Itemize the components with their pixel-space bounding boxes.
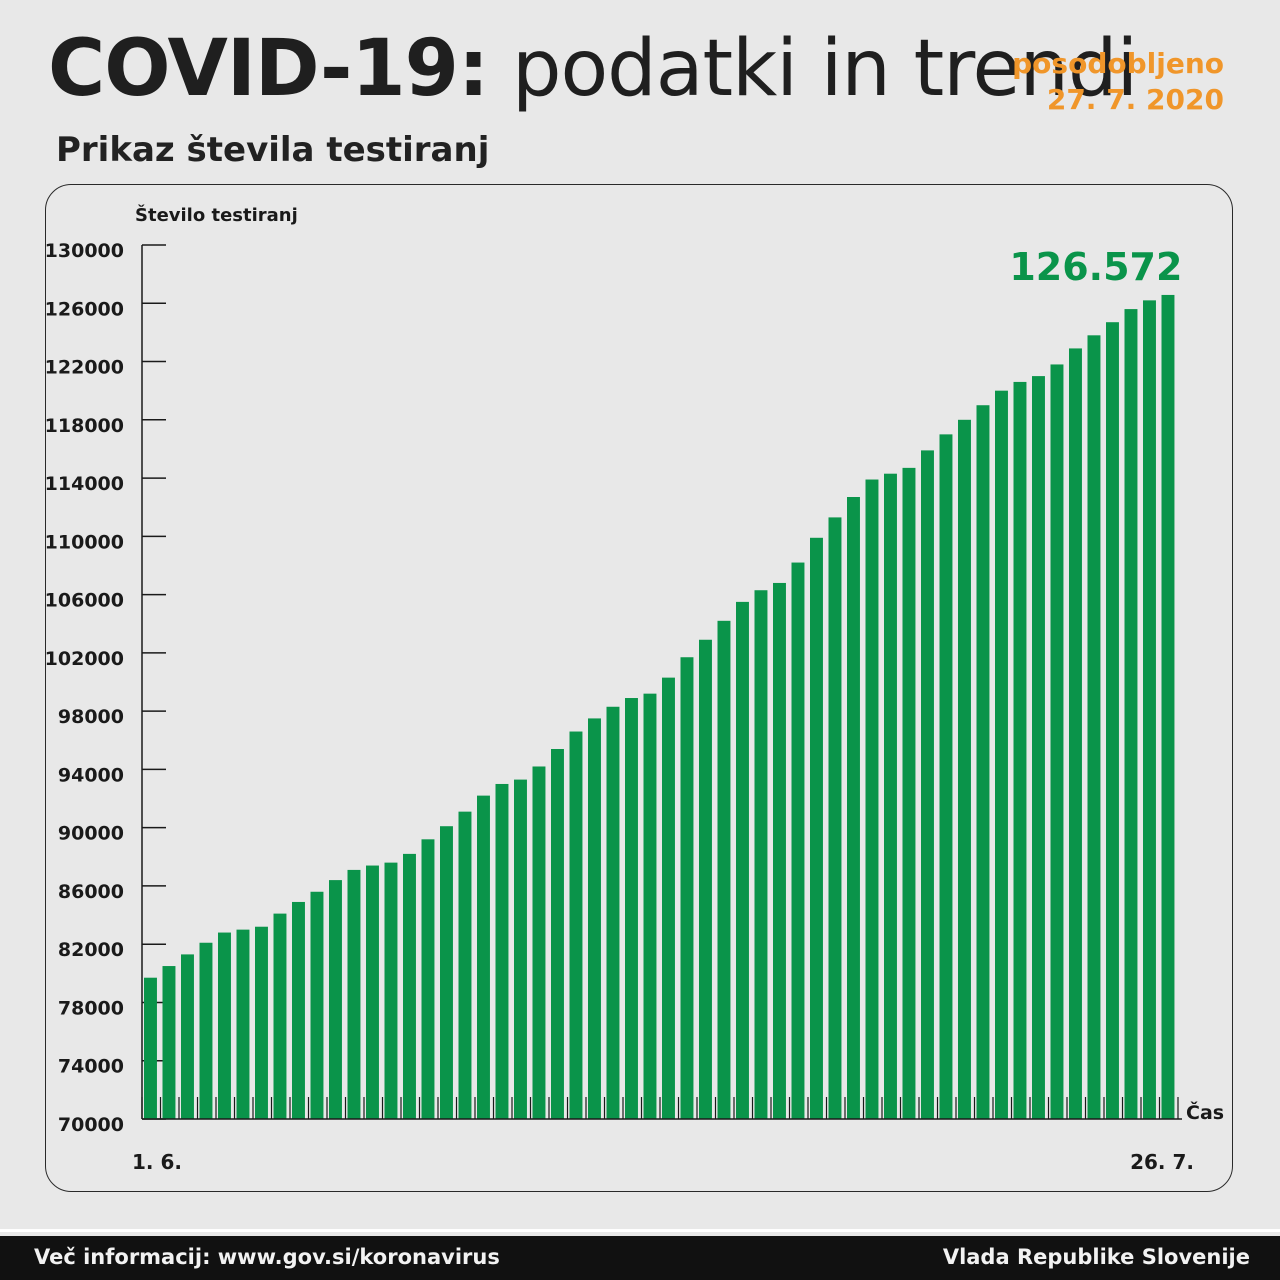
- bar: [1143, 300, 1156, 1119]
- bar: [791, 562, 805, 1119]
- y-tick-label: 130000: [46, 240, 124, 262]
- y-tick-label: 114000: [46, 473, 124, 495]
- bar: [292, 901, 305, 1119]
- updated-date: 27. 7. 2020: [1046, 83, 1224, 116]
- bar: [773, 582, 786, 1119]
- y-tick-label: 110000: [46, 531, 124, 553]
- bar: [366, 865, 379, 1119]
- bar: [1161, 294, 1175, 1119]
- bar: [218, 932, 231, 1119]
- y-tick-label: 126000: [46, 298, 124, 320]
- bar: [662, 677, 675, 1119]
- bar: [699, 639, 712, 1119]
- bar: [754, 590, 768, 1119]
- y-tick-label: 86000: [58, 881, 124, 903]
- y-tick-label: 90000: [58, 823, 124, 845]
- footer-org: Vlada Republike Slovenije: [942, 1245, 1250, 1269]
- bar: [421, 839, 435, 1119]
- chart-subtitle: Prikaz števila testiranj: [56, 130, 490, 170]
- bar: [958, 419, 971, 1119]
- y-tick-label: 70000: [58, 1114, 124, 1136]
- bar: [199, 942, 213, 1119]
- bar: [902, 467, 916, 1119]
- footer-divider: [0, 1229, 1280, 1232]
- bar: [310, 891, 324, 1119]
- y-tick-label: 118000: [46, 415, 124, 437]
- bar: [884, 473, 897, 1119]
- bar: [1087, 335, 1101, 1119]
- tests-bar-chart: Število testiranj 70000 74000 78000 82000 860…: [46, 204, 1224, 1174]
- chart-panel: Število testiranj 70000 74000 78000 82000 860…: [45, 184, 1233, 1192]
- x-start-label: 1. 6.: [132, 1150, 182, 1174]
- bar: [273, 913, 287, 1119]
- bar: [1124, 309, 1138, 1119]
- bar: [588, 718, 601, 1119]
- title-bold: COVID-19:: [48, 24, 489, 114]
- bar: [1069, 348, 1082, 1119]
- bar: [255, 926, 268, 1119]
- bar: [680, 657, 694, 1119]
- bar: [625, 698, 638, 1119]
- update-info: posodobljeno 27. 7. 2020: [1012, 46, 1224, 118]
- bar: [384, 862, 398, 1119]
- footer-bar: Več informacij: www.gov.si/koronavirus V…: [0, 1236, 1280, 1280]
- bar: [1106, 322, 1119, 1119]
- y-tick-label: 78000: [58, 997, 124, 1019]
- y-tick-label: 122000: [46, 357, 124, 379]
- bar: [144, 977, 157, 1119]
- latest-value-label: 126.572: [1009, 245, 1182, 289]
- bar: [329, 880, 342, 1119]
- bar: [514, 779, 527, 1119]
- bar: [162, 966, 176, 1119]
- bar: [995, 390, 1008, 1119]
- bar: [477, 795, 490, 1119]
- y-tick-label: 94000: [58, 764, 124, 786]
- footer-info-link[interactable]: Več informacij: www.gov.si/koronavirus: [34, 1245, 500, 1269]
- page-title: COVID-19: podatki in trendi: [48, 30, 1138, 108]
- y-tick-label: 74000: [58, 1056, 124, 1078]
- bar: [458, 811, 472, 1119]
- y-tick-label: 106000: [46, 590, 124, 612]
- bar: [551, 749, 564, 1119]
- bar: [347, 869, 361, 1119]
- bar: [828, 517, 842, 1119]
- bar: [1013, 381, 1027, 1120]
- bar: [865, 479, 879, 1120]
- y-tick-label: 102000: [46, 648, 124, 670]
- updated-label: posodobljeno: [1012, 47, 1224, 80]
- bar: [643, 693, 657, 1119]
- y-tick-label: 98000: [58, 706, 124, 728]
- bar: [440, 826, 453, 1119]
- bar: [495, 783, 509, 1119]
- bar: [810, 537, 823, 1119]
- x-axis-label: Čas: [1186, 1100, 1224, 1124]
- bar: [736, 601, 749, 1119]
- bar: [939, 434, 953, 1119]
- x-end-label: 26. 7.: [1130, 1150, 1194, 1174]
- bar: [1032, 376, 1045, 1120]
- bar: [181, 954, 194, 1119]
- bar: [569, 731, 583, 1119]
- bar: [1050, 364, 1064, 1119]
- bar: [717, 620, 731, 1119]
- bar: [847, 497, 860, 1120]
- y-axis-label: Število testiranj: [135, 204, 298, 226]
- y-tick-label: 82000: [58, 939, 124, 961]
- bar: [236, 929, 250, 1119]
- bar: [976, 405, 990, 1119]
- bar: [403, 853, 416, 1119]
- bar: [921, 450, 934, 1119]
- title-rest: podatki in trendi: [488, 24, 1138, 114]
- bar: [532, 766, 546, 1119]
- bar: [606, 706, 620, 1119]
